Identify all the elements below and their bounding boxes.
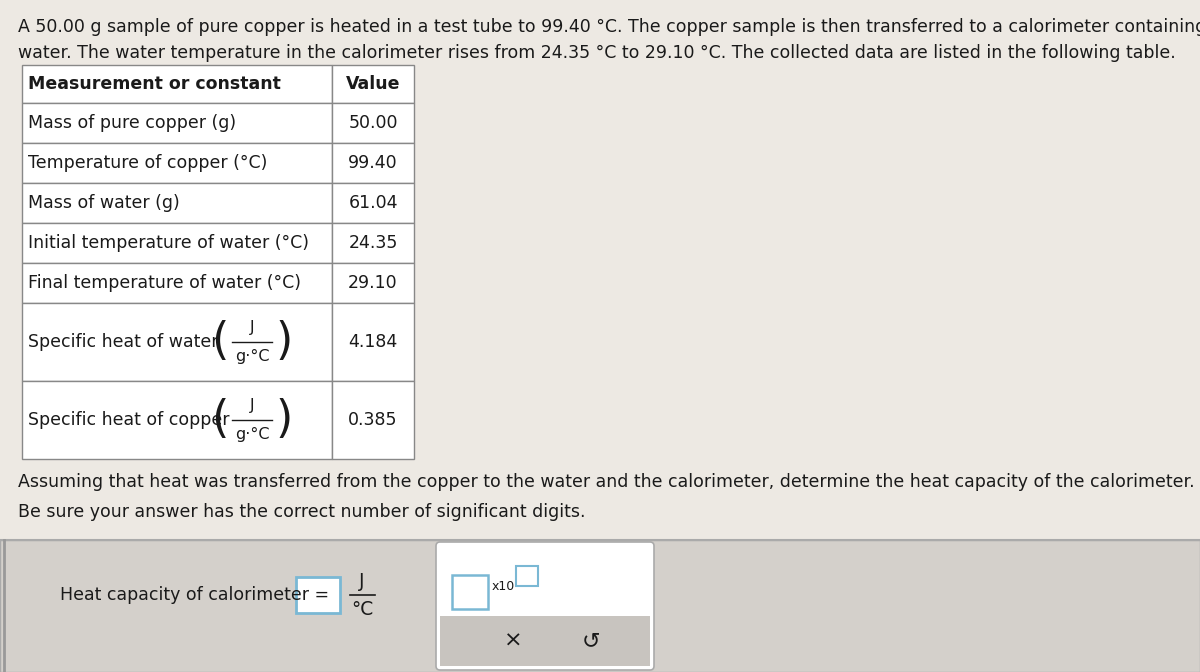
- Text: °C: °C: [350, 600, 373, 619]
- Bar: [332, 143, 414, 183]
- Text: (: (: [211, 398, 229, 442]
- Bar: [332, 183, 414, 223]
- Text: Final temperature of water (°C): Final temperature of water (°C): [28, 274, 301, 292]
- Text: Temperature of copper (°C): Temperature of copper (°C): [28, 154, 268, 172]
- Bar: [332, 303, 414, 381]
- Bar: [22, 223, 332, 263]
- Text: J: J: [250, 398, 254, 413]
- Text: 50.00: 50.00: [348, 114, 397, 132]
- Text: ×: ×: [504, 631, 523, 650]
- Text: ): ): [275, 398, 293, 442]
- Bar: [22, 381, 332, 459]
- Bar: [22, 103, 332, 143]
- Bar: [332, 103, 414, 143]
- Bar: [22, 263, 332, 303]
- Text: J: J: [359, 572, 365, 591]
- Bar: [332, 65, 414, 103]
- Text: Be sure your answer has the correct number of significant digits.: Be sure your answer has the correct numb…: [18, 503, 586, 521]
- Text: Specific heat of water: Specific heat of water: [28, 333, 218, 351]
- Text: x10: x10: [492, 580, 515, 593]
- Text: A 50.00 g sample of pure copper is heated in a test tube to 99.40 °C. The copper: A 50.00 g sample of pure copper is heate…: [18, 18, 1200, 36]
- Text: Mass of water (g): Mass of water (g): [28, 194, 180, 212]
- Bar: [22, 65, 332, 103]
- Text: Assuming that heat was transferred from the copper to the water and the calorime: Assuming that heat was transferred from …: [18, 473, 1195, 491]
- Text: 61.04: 61.04: [348, 194, 397, 212]
- Text: Heat capacity of calorimeter =: Heat capacity of calorimeter =: [60, 587, 329, 604]
- Bar: [516, 566, 538, 585]
- Text: 4.184: 4.184: [348, 333, 397, 351]
- Text: ↺: ↺: [582, 631, 600, 650]
- Text: g·°C: g·°C: [235, 427, 269, 442]
- Bar: [22, 183, 332, 223]
- Text: 29.10: 29.10: [348, 274, 398, 292]
- Text: 0.385: 0.385: [348, 411, 397, 429]
- Text: 99.40: 99.40: [348, 154, 398, 172]
- Text: 24.35: 24.35: [348, 234, 397, 252]
- Text: water. The water temperature in the calorimeter rises from 24.35 °C to 29.10 °C.: water. The water temperature in the calo…: [18, 44, 1176, 62]
- FancyBboxPatch shape: [436, 542, 654, 670]
- Bar: [296, 577, 340, 614]
- Text: J: J: [250, 321, 254, 335]
- Bar: [440, 616, 650, 666]
- Bar: [332, 381, 414, 459]
- Bar: [332, 263, 414, 303]
- Text: ): ): [275, 321, 293, 364]
- Text: Value: Value: [346, 75, 401, 93]
- Text: Measurement or constant: Measurement or constant: [28, 75, 281, 93]
- Text: Specific heat of copper: Specific heat of copper: [28, 411, 229, 429]
- Bar: [22, 303, 332, 381]
- Text: (: (: [211, 321, 229, 364]
- Bar: [452, 575, 488, 609]
- Bar: [0, 540, 1200, 672]
- Text: g·°C: g·°C: [235, 349, 269, 364]
- Text: Initial temperature of water (°C): Initial temperature of water (°C): [28, 234, 310, 252]
- Text: Mass of pure copper (g): Mass of pure copper (g): [28, 114, 236, 132]
- Bar: [332, 223, 414, 263]
- Bar: [22, 143, 332, 183]
